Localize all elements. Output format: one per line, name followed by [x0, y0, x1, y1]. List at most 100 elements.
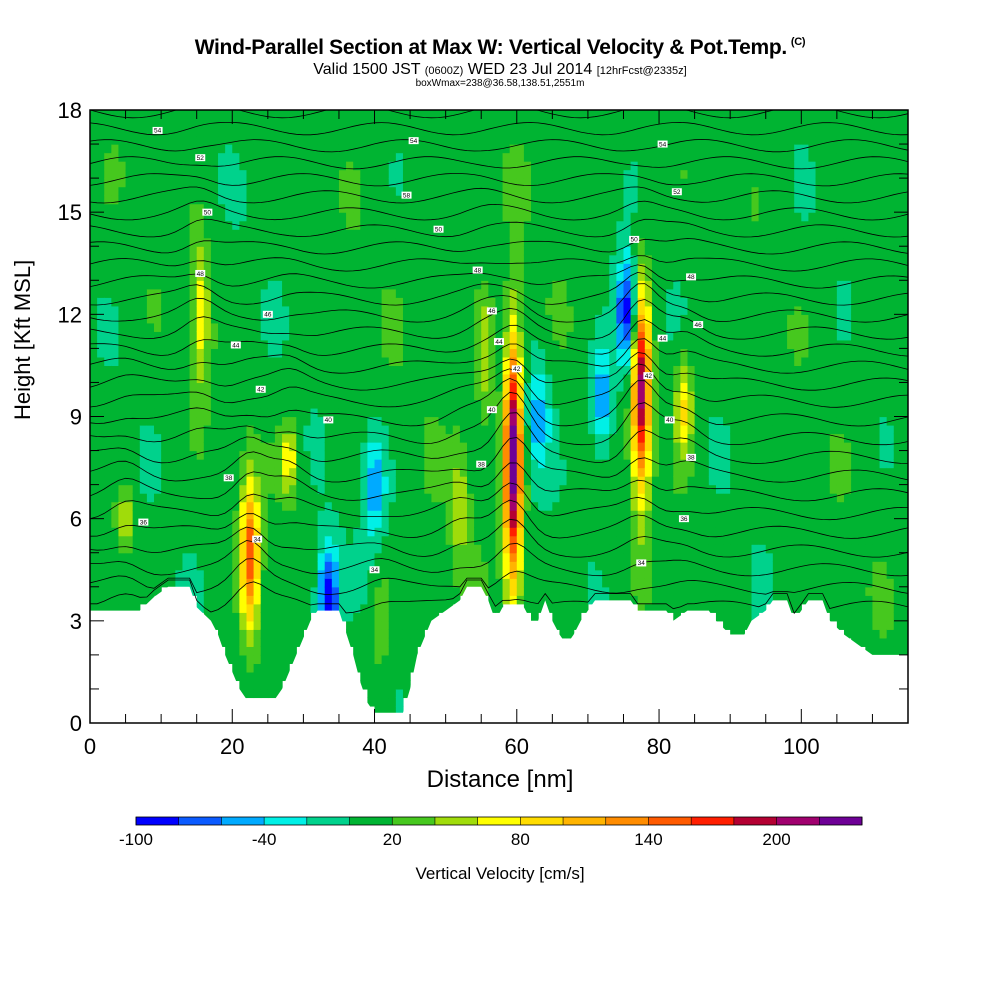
field-cell	[573, 271, 582, 281]
field-cell	[146, 237, 155, 247]
field-cell	[523, 467, 532, 477]
field-cell	[659, 578, 667, 588]
field-cell	[118, 144, 127, 154]
field-cell	[267, 569, 276, 579]
field-cell	[602, 535, 610, 545]
field-cell	[580, 535, 589, 545]
field-cell	[666, 595, 674, 605]
field-cell	[651, 271, 660, 281]
field-cell	[381, 152, 390, 162]
field-cell	[573, 535, 582, 545]
field-cell	[225, 390, 233, 401]
field-cell	[495, 263, 504, 273]
field-cell	[253, 552, 262, 562]
field-cell	[495, 297, 504, 307]
field-cell	[445, 297, 454, 307]
field-cell	[616, 365, 625, 375]
field-cell	[523, 356, 532, 367]
field-cell	[253, 280, 262, 290]
field-cell	[146, 476, 155, 486]
field-cell	[296, 195, 304, 205]
field-cell	[246, 365, 255, 375]
field-cell	[659, 203, 667, 213]
field-cell	[374, 671, 383, 682]
field-cell	[104, 407, 112, 418]
field-cell	[651, 229, 660, 239]
field-cell	[466, 297, 475, 307]
field-cell	[381, 254, 390, 264]
field-cell	[132, 331, 141, 341]
field-cell	[595, 152, 603, 162]
field-cell	[502, 450, 511, 460]
field-cell	[538, 186, 546, 196]
field-cell	[317, 595, 326, 605]
field-cell	[602, 212, 610, 222]
field-cell	[182, 331, 191, 341]
field-cell	[481, 118, 489, 128]
field-cell	[445, 595, 454, 605]
field-cell	[402, 459, 411, 469]
field-cell	[538, 271, 546, 281]
field-cell	[267, 620, 276, 630]
field-cell	[659, 254, 667, 264]
field-cell	[481, 169, 489, 179]
field-cell	[552, 467, 561, 477]
field-cell	[253, 186, 262, 196]
field-cell	[168, 110, 176, 120]
field-cell	[509, 493, 518, 503]
field-cell	[182, 246, 191, 256]
field-cell	[531, 552, 539, 562]
field-cell	[538, 425, 546, 435]
field-cell	[289, 339, 297, 349]
field-cell	[168, 510, 176, 520]
field-cell	[189, 407, 198, 418]
field-cell	[225, 535, 233, 545]
field-cell	[168, 229, 176, 239]
field-cell	[360, 654, 369, 664]
field-cell	[595, 510, 603, 520]
field-cell	[637, 186, 646, 196]
field-cell	[239, 407, 248, 418]
field-cell	[97, 399, 105, 409]
field-cell	[267, 416, 276, 426]
field-cell	[346, 527, 354, 537]
field-cell	[623, 110, 632, 120]
field-cell	[331, 127, 340, 137]
field-cell	[552, 442, 561, 452]
field-cell	[146, 373, 155, 384]
field-cell	[232, 348, 240, 358]
field-cell	[210, 322, 219, 332]
field-cell	[630, 356, 639, 367]
field-cell	[239, 297, 248, 307]
field-cell	[388, 493, 397, 503]
field-cell	[338, 263, 347, 273]
field-cell	[595, 135, 603, 145]
field-cell	[225, 169, 233, 179]
field-cell	[97, 552, 105, 562]
field-cell	[452, 510, 461, 520]
field-cell	[232, 425, 240, 435]
field-cell	[360, 425, 369, 435]
field-cell	[509, 373, 518, 384]
field-cell	[587, 552, 596, 562]
field-cell	[374, 552, 383, 562]
field-cell	[509, 322, 518, 332]
field-cell	[481, 382, 489, 392]
field-cell	[580, 220, 589, 230]
field-cell	[431, 603, 440, 613]
field-cell	[609, 203, 617, 213]
field-cell	[203, 365, 212, 375]
field-cell	[459, 195, 468, 205]
field-cell	[374, 178, 383, 188]
field-cell	[466, 339, 475, 349]
field-cell	[260, 220, 269, 230]
field-cell	[595, 373, 603, 384]
field-cell	[239, 527, 248, 537]
field-cell	[146, 501, 155, 511]
field-cell	[488, 467, 497, 477]
field-cell	[346, 212, 354, 222]
field-cell	[651, 510, 660, 520]
field-cell	[324, 178, 333, 188]
field-cell	[474, 356, 482, 367]
field-cell	[239, 544, 248, 554]
